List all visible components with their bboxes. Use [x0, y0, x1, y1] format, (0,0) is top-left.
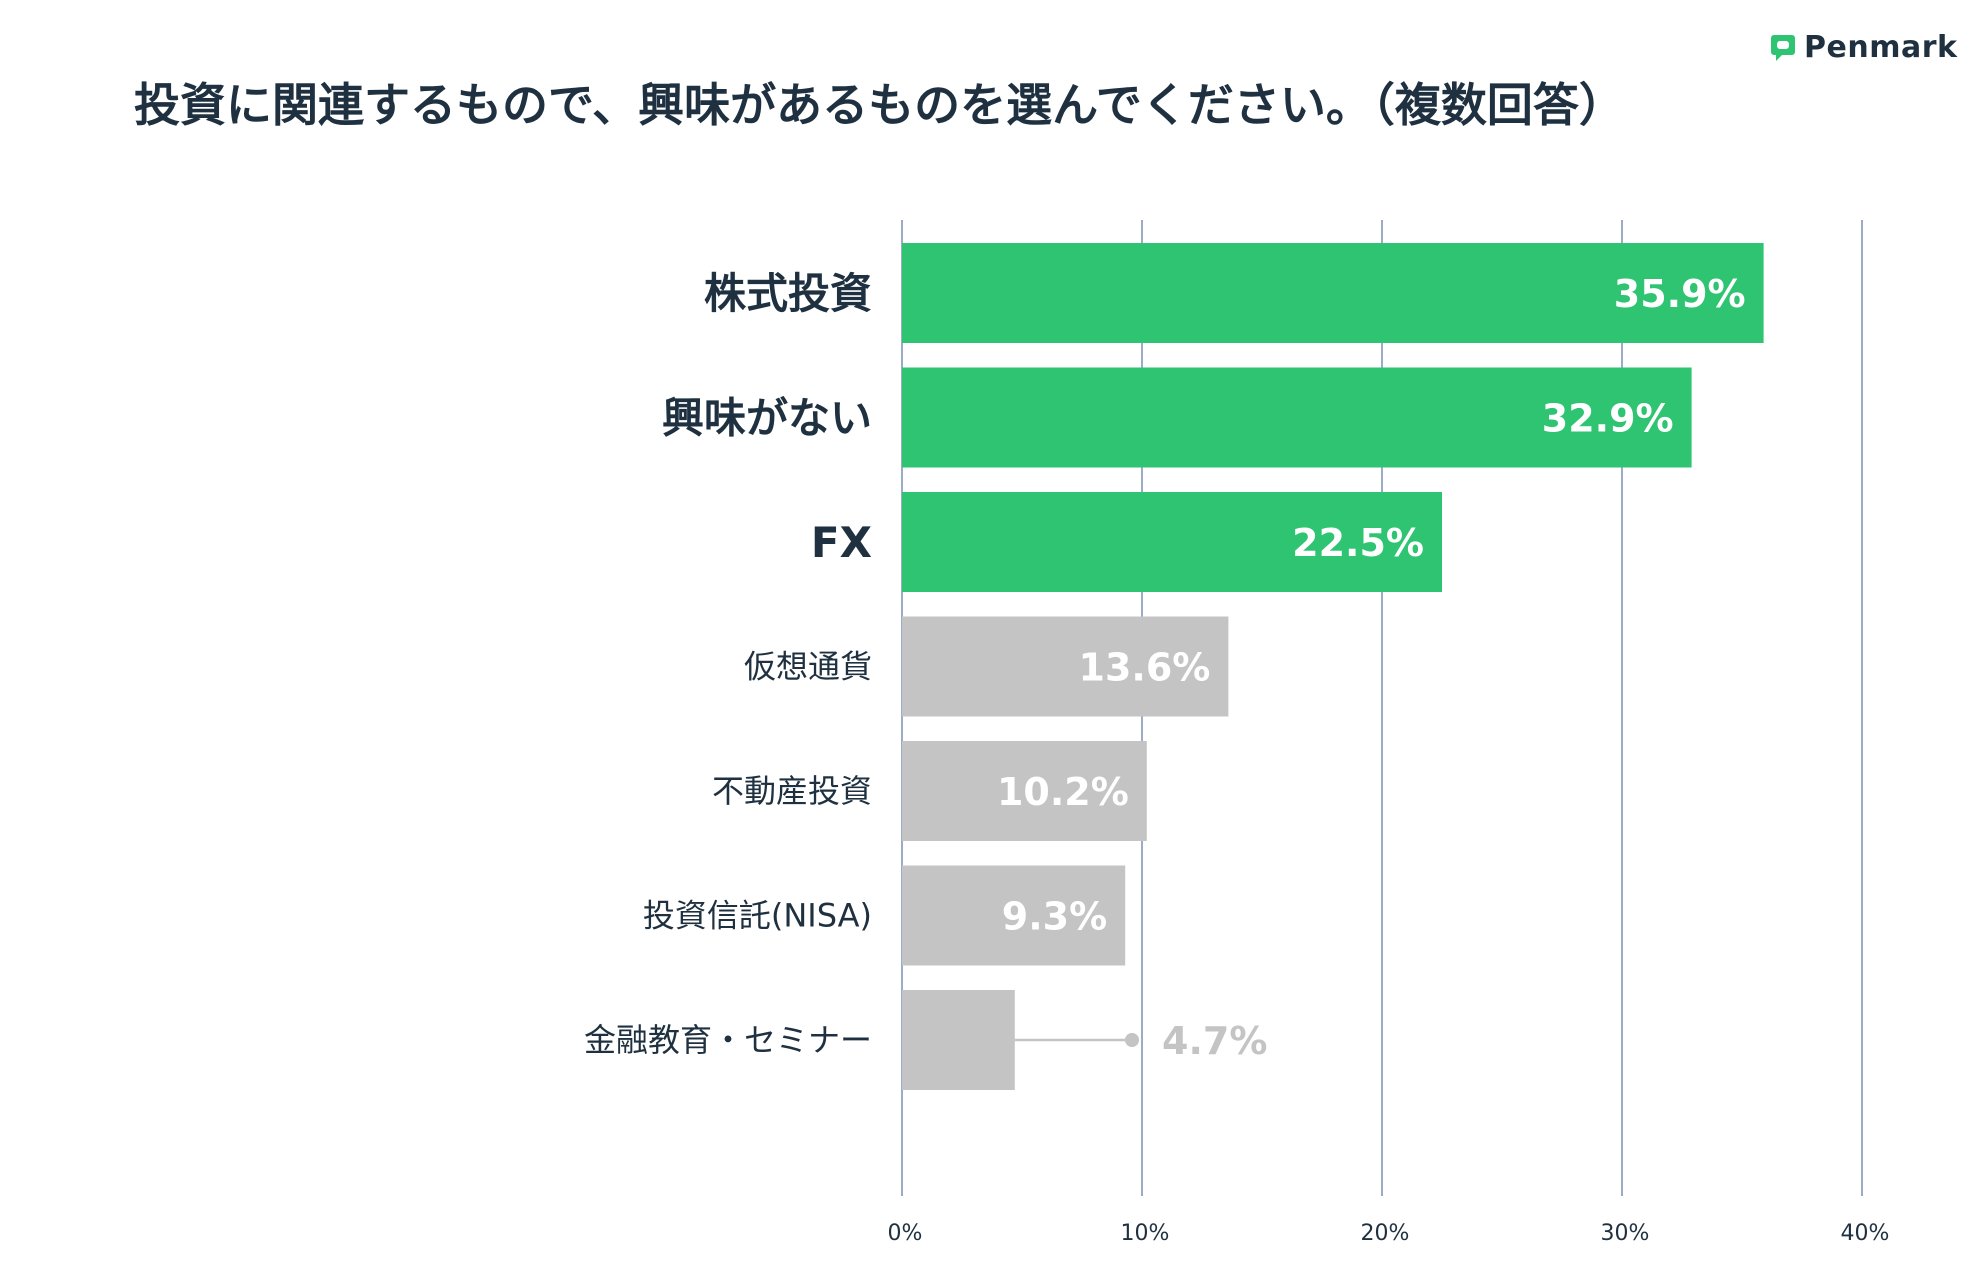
leader-dot: [1125, 1033, 1139, 1047]
x-tick-label: 10%: [1121, 1221, 1170, 1246]
x-tick-label: 20%: [1361, 1221, 1410, 1246]
value-label: 9.3%: [1002, 895, 1107, 939]
x-tick-label: 30%: [1601, 1221, 1650, 1246]
speech-bubble-icon: [1770, 33, 1796, 63]
brand-name: Penmark: [1804, 30, 1958, 65]
bar-2: [902, 492, 1442, 592]
bars: [902, 243, 1764, 1090]
category-label: 株式投資: [704, 269, 872, 318]
category-label: 興味がない: [662, 394, 872, 443]
bar-5: [902, 865, 1126, 966]
value-label: 13.6%: [1079, 646, 1211, 690]
category-label: 仮想通貨: [744, 648, 872, 686]
bar-3: [902, 616, 1229, 717]
x-tick-label: 0%: [888, 1221, 923, 1246]
value-label: 22.5%: [1292, 521, 1424, 565]
bar-6: [902, 990, 1015, 1090]
value-label: 32.9%: [1542, 397, 1674, 441]
brand-logo: Penmark: [1770, 30, 1957, 65]
category-label: 投資信託(NISA): [643, 897, 872, 935]
bar-0: [902, 243, 1764, 343]
value-label: 35.9%: [1614, 272, 1746, 316]
x-tick-label: 40%: [1841, 1221, 1890, 1246]
category-label: 金融教育・セミナー: [584, 1021, 872, 1059]
bar-1: [902, 367, 1692, 468]
bar-4: [902, 741, 1147, 841]
labels: 0% 10% 20% 30% 40% 株式投資 35.9% 興味がない 32.9% FX 22.5%…: [584, 269, 1889, 1246]
value-label: 10.2%: [997, 770, 1129, 814]
chart-title: 投資に関連するもので、興味があるものを選んでください。（複数回答）: [134, 78, 1625, 132]
category-label: FX: [811, 518, 872, 567]
value-label: 4.7%: [1162, 1019, 1267, 1063]
category-label: 不動産投資: [712, 772, 872, 810]
